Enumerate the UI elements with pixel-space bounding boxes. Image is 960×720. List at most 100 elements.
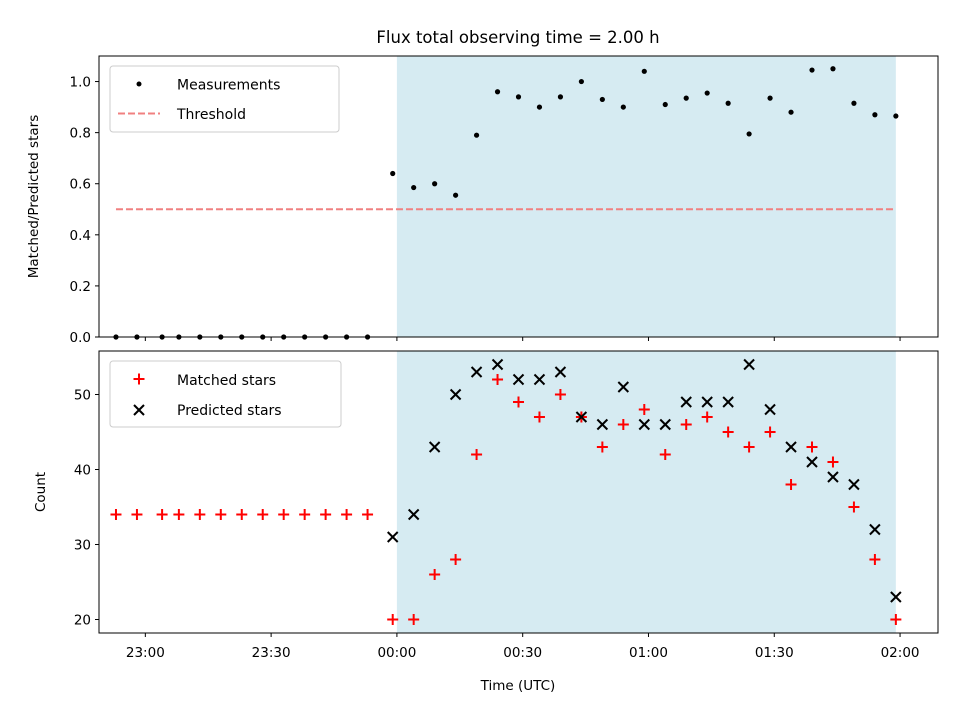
top-panel: 0.0 0.2 0.4 0.6 0.8 1.0 Flux total observing … [26, 28, 939, 346]
matched-star-point [341, 509, 353, 520]
measurement-point [432, 181, 438, 187]
predicted-star-point [533, 373, 546, 386]
measurement-point [515, 94, 522, 100]
bottom-y-tick-label: 50 [74, 388, 91, 404]
matched-star-point [617, 419, 629, 430]
predicted-star-point [806, 456, 818, 468]
predicted-star-point [575, 411, 588, 423]
top-x-axis-ticks [144, 337, 901, 341]
top-y-tick-label: 0.8 [70, 126, 91, 142]
matched-star-point [320, 509, 332, 520]
bottom-y-axis-ticks: 20 30 40 50 [74, 388, 99, 629]
chart-title: Flux total observing time = 2.00 h [376, 28, 659, 47]
predicted-star-point [722, 396, 734, 408]
legend-predicted-marker [133, 404, 145, 416]
matched-star-point [785, 479, 797, 490]
predicted-star-point [638, 418, 650, 431]
matched-star-point [659, 449, 671, 460]
bottom-y-tick-label: 20 [74, 613, 91, 629]
matched-star-point [299, 509, 311, 520]
matched-star-point [492, 374, 504, 385]
top-y-tick-label: 0.2 [70, 279, 91, 295]
measurement-point [746, 131, 752, 137]
matched-star-point [722, 426, 734, 438]
bottom-legend-box [109, 360, 342, 428]
top-panel-frame [98, 55, 939, 338]
predicted-star-point [785, 441, 797, 453]
predicted-star-point [680, 396, 692, 408]
measurement-point [830, 66, 836, 72]
matched-star-point [450, 554, 462, 565]
bottom-y-axis-label: Count [33, 472, 49, 512]
top-y-axis-label: Matched/Predicted stars [26, 115, 42, 278]
x-tick-label: 23:30 [252, 645, 291, 661]
matched-star-point [890, 614, 902, 625]
measurement-point [453, 192, 459, 198]
top-y-tick-label: 0.4 [70, 228, 91, 244]
observation-window-shade [396, 351, 896, 633]
matched-star-point [680, 419, 692, 430]
measurement-point [641, 68, 647, 74]
matched-star-point [743, 441, 755, 453]
predicted-star-point [449, 388, 462, 401]
matched-star-point [215, 509, 227, 520]
measurement-point [725, 100, 731, 106]
x-axis-label: Time (UTC) [480, 678, 556, 694]
x-tick-label: 00:30 [503, 645, 542, 661]
top-y-tick-label: 0.0 [70, 330, 91, 346]
legend-matched-marker [133, 373, 145, 385]
legend-matched-label: Matched stars [177, 373, 276, 389]
predicted-star-point [491, 358, 504, 371]
measurement-point [494, 89, 501, 95]
matched-star-point [278, 509, 290, 520]
matched-star-point [131, 509, 143, 520]
bottom-panel-marks [110, 358, 902, 625]
bottom-x-axis-ticks: 23:00 23:30 00:00 00:30 01:00 01:30 02:00 [126, 633, 920, 661]
matched-star-point [387, 614, 399, 625]
measurement-point [620, 104, 626, 110]
top-legend-box [109, 65, 340, 133]
matched-star-point [513, 396, 524, 408]
measurement-point [767, 95, 773, 101]
observation-window-shade [396, 56, 896, 337]
bottom-legend: Matched stars Predicted stars [109, 360, 342, 428]
matched-star-point [701, 411, 713, 423]
top-y-tick-label: 1.0 [70, 75, 91, 91]
measurement-point [557, 94, 564, 100]
measurement-point [411, 184, 417, 191]
measurement-point [662, 101, 668, 108]
matched-star-point [827, 456, 839, 468]
measurement-point [872, 112, 878, 118]
x-tick-label: 01:00 [629, 645, 668, 661]
top-legend: Measurements Threshold [109, 65, 340, 133]
measurement-point [578, 78, 584, 85]
matched-star-point [869, 554, 881, 565]
bottom-panel-frame [98, 350, 939, 634]
legend-measurements-label: Measurements [177, 78, 280, 94]
matched-star-point [156, 509, 168, 520]
x-tick-label: 02:00 [881, 645, 920, 661]
predicted-star-point [512, 373, 525, 386]
x-tick-label: 23:00 [126, 645, 165, 661]
predicted-star-point [617, 381, 630, 393]
predicted-star-point [827, 471, 839, 483]
predicted-star-point [701, 396, 713, 408]
matched-star-point [257, 509, 269, 520]
x-tick-label: 01:30 [755, 645, 794, 661]
matched-star-point [554, 389, 566, 400]
measurement-point [809, 67, 815, 73]
measurement-point [683, 95, 689, 101]
predicted-star-point [407, 508, 420, 521]
measurement-point [473, 132, 480, 138]
measurement-point [704, 90, 710, 96]
matched-star-point [596, 441, 608, 453]
predicted-star-point [848, 478, 860, 491]
predicted-star-point [659, 418, 671, 431]
matched-star-point [471, 449, 483, 460]
bottom-panel: 20 30 40 50 23:00 23:30 00:00 00:30 01:00 01:30 0… [33, 350, 939, 694]
matched-star-point [848, 501, 860, 513]
predicted-star-point [869, 523, 881, 536]
top-y-axis-ticks: 0.0 0.2 0.4 0.6 0.8 1.0 [70, 75, 99, 346]
legend-threshold-label: Threshold [176, 107, 246, 123]
